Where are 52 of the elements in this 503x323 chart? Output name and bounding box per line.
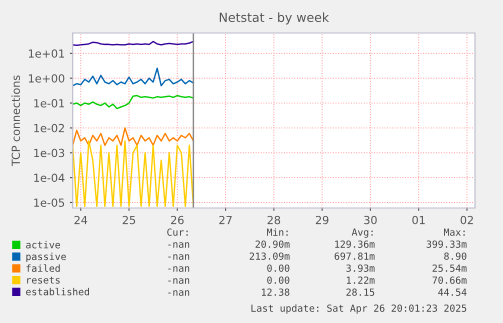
y-tick-label: 1e+00 (28, 74, 64, 83)
x-tick-label: 02 (460, 216, 473, 224)
text: -nan (168, 278, 190, 284)
x-tick-label: 01 (412, 216, 425, 224)
text: 129.36m (335, 240, 375, 248)
text: Min: (266, 228, 288, 236)
text: Last update: Sat Apr 26 20:01:23 2025 (251, 304, 466, 314)
text: 213.09m (250, 252, 290, 260)
y-tick-label: 1e-01 (34, 99, 64, 108)
line-series (72, 68, 194, 86)
text: -nan (168, 242, 190, 248)
y-tick-label: 1e-02 (34, 124, 64, 132)
legend-label: established (26, 288, 89, 296)
legend-label: resets (27, 276, 60, 284)
y-tick-label: 1e-05 (34, 198, 64, 207)
x-tick-label: 28 (268, 216, 280, 224)
text: -nan (168, 266, 190, 272)
line-series (72, 94, 194, 110)
y-axis-title: TCP connections (11, 75, 20, 166)
x-tick-label: 30 (364, 216, 377, 224)
x-tick-label: 25 (122, 216, 136, 224)
text: -nan (168, 290, 190, 296)
text: Max: (444, 228, 465, 236)
text: 44.54 (438, 288, 467, 296)
text: 0.00 (267, 264, 290, 272)
legend-label: failed (26, 264, 60, 272)
text: 28.15 (346, 288, 374, 296)
y-tick-label: 1e-03 (34, 148, 64, 158)
text: Cur: (167, 228, 188, 236)
x-tick-label: 26 (171, 216, 184, 224)
y-tick-label: 1e+01 (28, 49, 64, 58)
x-tick-label: 29 (316, 216, 328, 224)
text: 25.54m (432, 264, 467, 272)
text: 12.38 (262, 288, 290, 296)
legend-label: active (26, 240, 60, 248)
line-series (72, 140, 194, 208)
line-series (72, 127, 194, 146)
text: 3.93m (346, 264, 375, 272)
text: -nan (168, 254, 190, 260)
text: 8.90 (444, 252, 466, 260)
y-tick-label: 1e-04 (34, 174, 64, 182)
text: 0.00 (267, 276, 290, 284)
x-tick-label: 27 (219, 216, 232, 224)
text: 70.66m (432, 276, 467, 284)
text: 20.90m (256, 240, 290, 248)
chart-title: Netstat - by week (220, 12, 330, 24)
text: Avg: (352, 228, 373, 238)
legend-label: passive (26, 252, 66, 262)
text: 697.81m (334, 252, 375, 260)
text: 1.22m (346, 276, 375, 284)
text: 399.33m (426, 240, 467, 248)
x-tick-label: 24 (74, 216, 88, 224)
